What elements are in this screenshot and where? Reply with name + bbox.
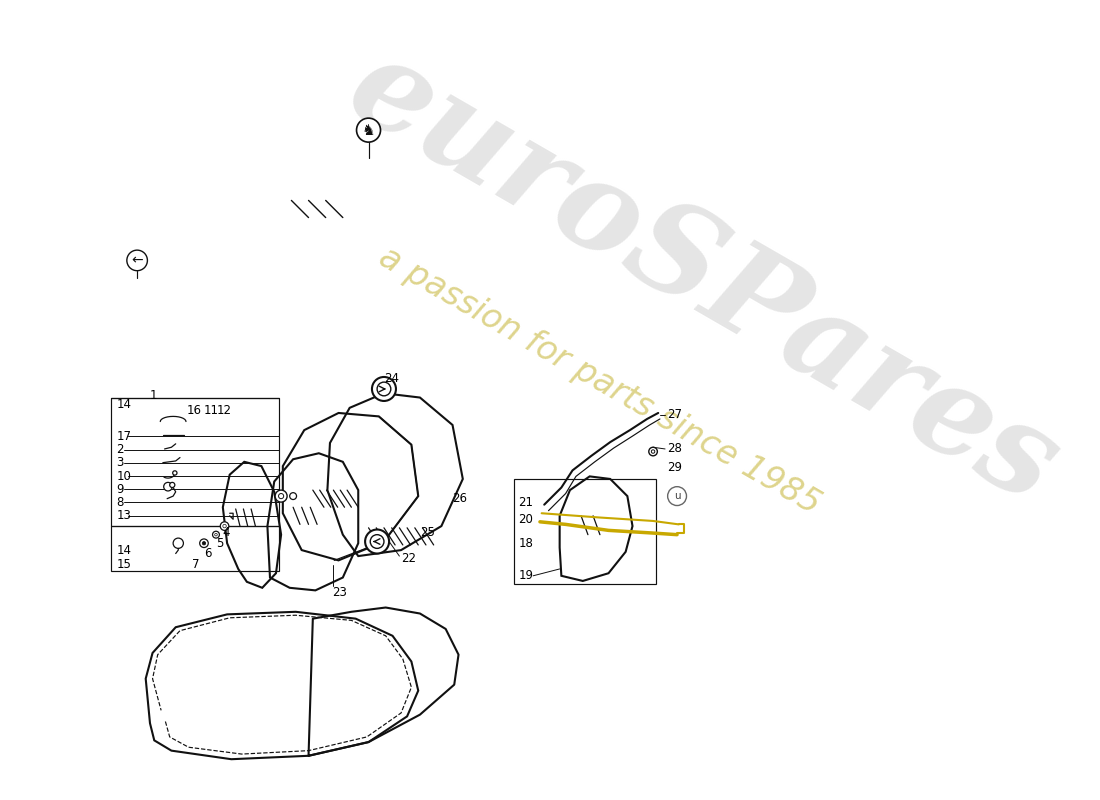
Circle shape <box>275 490 287 502</box>
Circle shape <box>649 447 658 456</box>
Text: 21: 21 <box>518 495 534 509</box>
Circle shape <box>289 493 297 499</box>
Bar <box>514 479 656 583</box>
Circle shape <box>651 450 654 454</box>
Text: ♞: ♞ <box>362 122 375 138</box>
Circle shape <box>372 377 396 401</box>
Text: 26: 26 <box>452 492 468 505</box>
Circle shape <box>365 530 389 554</box>
Text: 2: 2 <box>117 443 124 456</box>
Circle shape <box>356 118 381 142</box>
Circle shape <box>212 531 219 538</box>
Text: 14: 14 <box>117 543 132 557</box>
Text: 28: 28 <box>667 442 682 455</box>
Text: 24: 24 <box>384 372 399 385</box>
Text: 4: 4 <box>223 526 230 539</box>
Text: a passion for parts since 1985: a passion for parts since 1985 <box>373 240 826 521</box>
Circle shape <box>173 471 177 475</box>
Circle shape <box>668 486 686 506</box>
Text: 3: 3 <box>117 456 124 469</box>
Text: 17: 17 <box>117 430 132 442</box>
Circle shape <box>377 382 390 396</box>
Text: 15: 15 <box>117 558 131 571</box>
Text: 18: 18 <box>518 537 534 550</box>
Circle shape <box>169 482 175 487</box>
Text: ←: ← <box>131 254 143 267</box>
Circle shape <box>223 524 227 528</box>
Text: 14: 14 <box>117 398 132 411</box>
Text: 9: 9 <box>117 482 124 496</box>
Text: 20: 20 <box>518 513 534 526</box>
Text: 7: 7 <box>192 558 199 571</box>
Text: 22: 22 <box>402 552 416 565</box>
Bar <box>111 526 278 570</box>
Text: 23: 23 <box>332 586 348 599</box>
Text: 5: 5 <box>216 537 223 550</box>
Text: euroSPares: euroSPares <box>327 26 1078 530</box>
Circle shape <box>200 539 208 547</box>
Text: u: u <box>674 491 681 501</box>
Circle shape <box>164 482 173 491</box>
Text: 16: 16 <box>187 404 201 417</box>
Text: 1: 1 <box>150 390 157 402</box>
Text: 25: 25 <box>420 526 434 539</box>
Text: 13: 13 <box>117 510 131 522</box>
Circle shape <box>214 534 218 536</box>
Text: 12: 12 <box>217 404 232 417</box>
Text: 29: 29 <box>667 462 682 474</box>
Circle shape <box>220 522 229 530</box>
Circle shape <box>126 250 147 270</box>
Text: 10: 10 <box>117 470 131 483</box>
Text: 8: 8 <box>117 495 124 509</box>
Text: 6: 6 <box>204 547 211 560</box>
Circle shape <box>202 542 206 545</box>
Text: 27: 27 <box>667 408 682 421</box>
Text: 19: 19 <box>518 570 534 582</box>
Text: 11: 11 <box>204 404 219 417</box>
Bar <box>111 398 278 526</box>
Circle shape <box>278 494 284 498</box>
Circle shape <box>371 534 384 548</box>
